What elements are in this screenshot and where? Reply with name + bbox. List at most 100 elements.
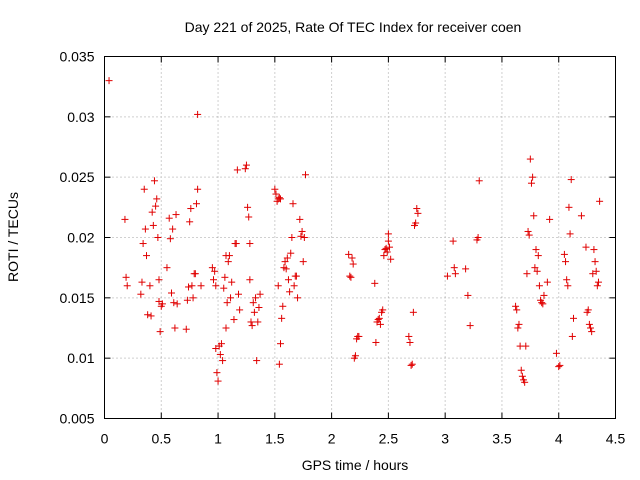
data-point (194, 185, 202, 193)
data-point (375, 314, 383, 322)
data-point (147, 312, 155, 320)
x-tick-label: 2 (328, 431, 336, 447)
data-point (271, 185, 279, 193)
data-point (152, 202, 160, 210)
data-point (279, 302, 287, 310)
data-point (256, 290, 264, 298)
data-point (555, 363, 563, 371)
data-point (592, 267, 600, 275)
data-point (173, 300, 181, 308)
data-point (286, 288, 294, 296)
data-point (214, 377, 222, 385)
data-point (166, 235, 174, 243)
data-point (288, 234, 296, 241)
data-point (518, 372, 526, 380)
data-point (194, 110, 202, 118)
data-point (139, 240, 147, 248)
data-point (294, 294, 302, 302)
data-point (565, 203, 573, 211)
data-point (582, 243, 590, 251)
y-tick-label: 0.03 (67, 109, 94, 125)
data-point (155, 276, 163, 284)
data-point (474, 234, 482, 241)
data-point (539, 300, 547, 308)
data-point (588, 328, 596, 336)
data-point (154, 234, 162, 241)
x-tick-label: 1.5 (265, 431, 285, 447)
data-point (222, 324, 230, 332)
data-point (527, 179, 535, 187)
x-axis-label: GPS time / hours (302, 457, 409, 473)
data-point (123, 282, 131, 290)
data-point (384, 230, 392, 238)
data-point (349, 260, 357, 268)
data-point (569, 314, 577, 322)
data-point (244, 203, 252, 211)
data-point (300, 234, 308, 241)
y-axis-label: ROTI / TECUs (5, 192, 21, 282)
data-point (105, 77, 113, 85)
data-point (186, 218, 194, 226)
data-point (546, 215, 554, 223)
data-point (532, 246, 540, 254)
data-point (232, 240, 240, 248)
data-point (191, 270, 199, 278)
data-point (292, 272, 300, 280)
data-point (275, 360, 283, 368)
data-point (249, 299, 257, 307)
data-point (297, 232, 305, 240)
data-point (170, 299, 178, 307)
data-point (513, 306, 521, 314)
data-point (230, 316, 238, 324)
data-point (517, 366, 525, 374)
data-point (255, 303, 263, 311)
data-point (250, 308, 258, 316)
data-point (382, 244, 390, 252)
y-tick-labels: 0.005 0.01 0.015 0.02 0.025 0.03 0.035 (59, 49, 94, 427)
data-point (414, 209, 422, 217)
data-point (564, 282, 572, 290)
data-point (182, 325, 190, 333)
y-tick-label: 0.025 (59, 169, 94, 185)
data-point (210, 276, 218, 284)
data-point (376, 320, 384, 328)
data-point (408, 360, 416, 368)
data-point (590, 246, 598, 254)
data-point (275, 194, 283, 202)
data-point (563, 276, 571, 284)
data-point (187, 205, 195, 213)
data-point (407, 361, 415, 369)
data-point (287, 249, 295, 257)
data-point (552, 349, 560, 357)
data-point (384, 237, 392, 245)
data-point (556, 361, 564, 369)
data-point (228, 278, 236, 286)
axis-ticks (104, 56, 616, 419)
data-point (348, 254, 356, 262)
data-point (165, 214, 173, 222)
data-point (217, 340, 225, 348)
data-point (523, 270, 531, 278)
data-point (242, 161, 250, 169)
data-point (346, 272, 354, 280)
data-point (277, 340, 285, 348)
data-point (143, 252, 151, 260)
data-point (283, 254, 291, 262)
data-point (208, 264, 216, 272)
y-tick-label: 0.01 (67, 350, 94, 366)
data-point (247, 318, 255, 326)
x-tick-labels: 0 0.5 1 1.5 2 2.5 3 3.5 4 4.5 (101, 431, 626, 447)
data-point (299, 258, 307, 266)
data-point (591, 258, 599, 266)
data-point (567, 176, 575, 184)
y-tick-label: 0.02 (67, 230, 94, 246)
data-point (526, 155, 534, 163)
data-point (531, 264, 539, 272)
data-point (224, 258, 232, 266)
data-point (221, 273, 229, 281)
data-point (296, 215, 304, 223)
data-point (529, 173, 537, 181)
grid-lines (104, 56, 616, 419)
data-point (514, 324, 522, 332)
data-point (172, 211, 180, 219)
